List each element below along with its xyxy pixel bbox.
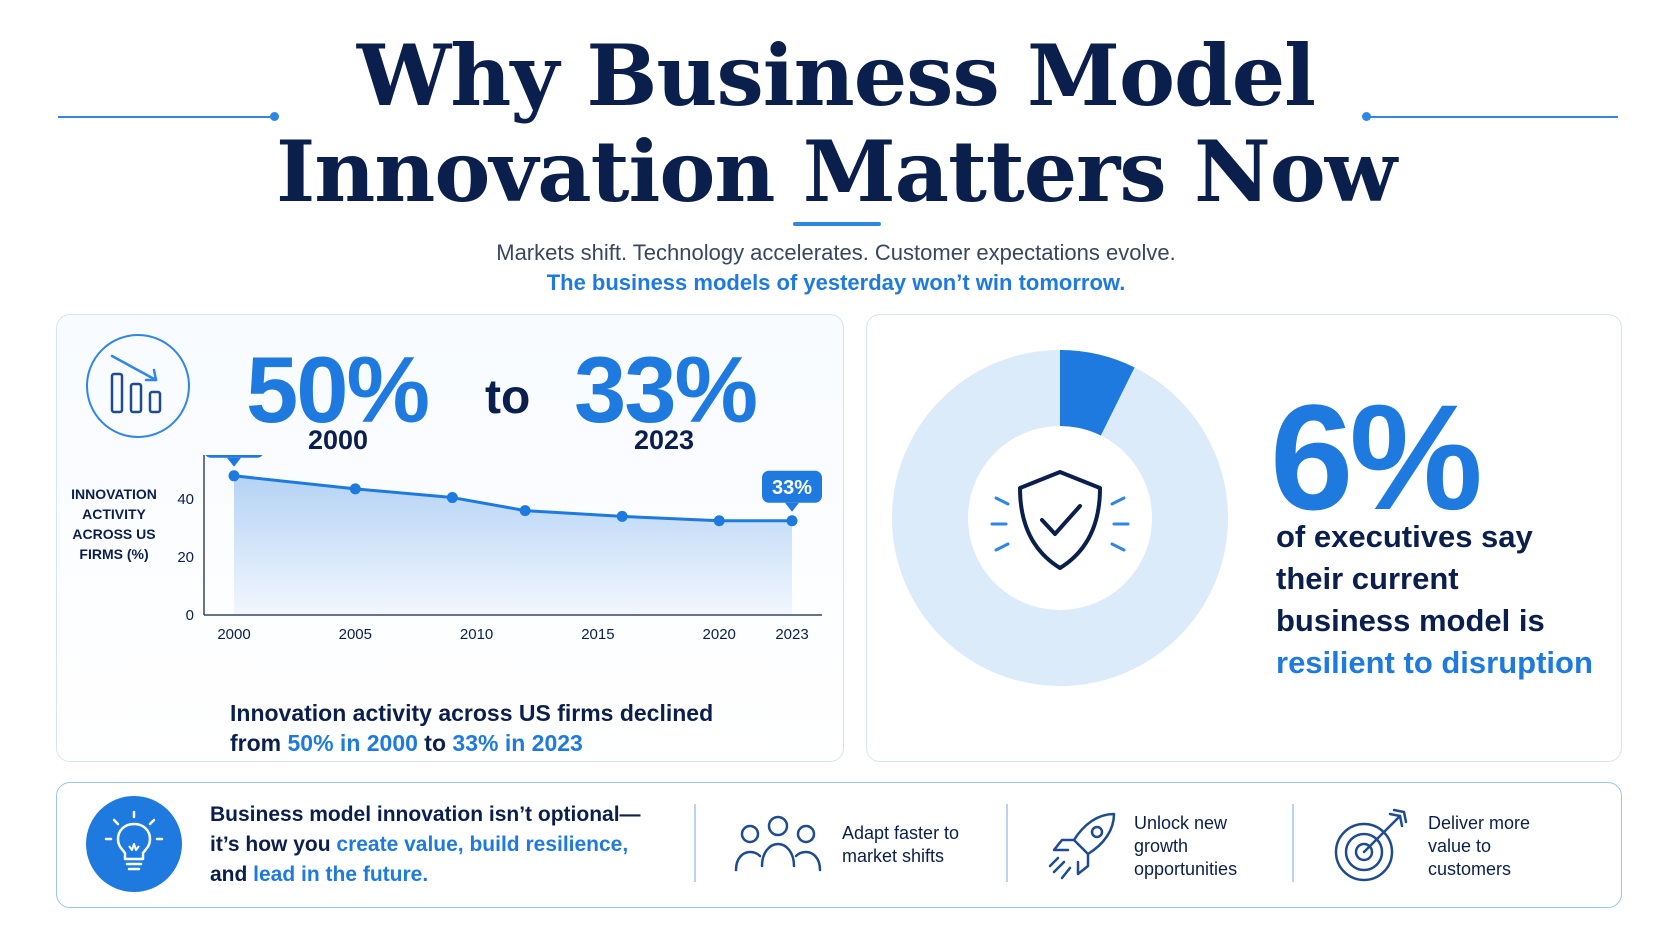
bottom-main-line-1: Business model innovation isn’t optional… (210, 803, 641, 826)
chart-y-tick-40: 40 (177, 491, 194, 508)
executive-stat-line-4: resilient to disruption (1276, 645, 1593, 680)
benefit-deliver-value: Deliver more value to customers (1428, 812, 1530, 881)
chart-caption: Innovation activity across US firms decl… (230, 698, 830, 758)
benefit-unlock-growth: Unlock new growth opportunities (1134, 812, 1237, 881)
chart-y-axis-label: INNOVATION ACTIVITY ACROSS US FIRMS (%) (71, 486, 157, 562)
chart-callout-text-2023: 33% (772, 477, 812, 499)
bottom-main-line-3-highlight: lead in the future. (253, 863, 429, 886)
chart-caption-mid: to (417, 730, 453, 756)
chart-point-2016 (616, 510, 628, 522)
stat-from-year: 2000 (308, 425, 369, 455)
benefit-2-line-2: growth (1134, 836, 1189, 856)
executive-stat-description: of executives say their current business… (1276, 516, 1616, 684)
page-title-line-2: Innovation Matters Now (275, 122, 1397, 221)
innovation-activity-chart: INNOVATION ACTIVITY ACROSS US FIRMS (%) 0 20… (71, 455, 822, 643)
rocket-icon (1048, 812, 1116, 880)
lightbulb-icon (86, 796, 182, 892)
donut-center (968, 426, 1152, 610)
bar-chart-declining-icon (86, 334, 190, 438)
stat-from-value: 50% (246, 337, 430, 442)
title-decoration-right-line (1368, 116, 1618, 118)
executive-stat-line-2: their current (1276, 561, 1459, 596)
chart-point-2012 (519, 505, 531, 517)
chart-x-tick-2023: 2023 (775, 626, 808, 643)
benefit-2-line-1: Unlock new (1134, 813, 1228, 833)
chart-x-tick-2020: 2020 (703, 626, 736, 643)
benefit-adapt-faster: Adapt faster to market shifts (842, 822, 959, 868)
bottom-divider-1 (694, 804, 696, 882)
stat-connector: to (485, 371, 531, 424)
bottom-main-line-3-a: and (210, 863, 254, 886)
tagline: The business models of yesterday won’t w… (546, 270, 1126, 295)
bottom-main-line-2: it’s how you create value, build resilie… (210, 830, 680, 860)
chart-x-tick-labels: 2000 2005 2010 2015 2020 2023 (217, 626, 808, 643)
bottom-main-message: Business model innovation isn’t optional… (210, 800, 680, 890)
chart-caption-highlight-2: 33% in 2023 (452, 730, 583, 756)
bottom-divider-3 (1292, 804, 1294, 882)
benefit-1-line-1: Adapt faster to (842, 823, 960, 843)
chart-caption-highlight-1: 50% in 2000 (287, 730, 418, 756)
stat-to-value: 33% (574, 337, 758, 442)
chart-caption-line-1: Innovation activity across US firms decl… (230, 700, 714, 726)
bottom-main-line-2-highlight: create value, build resilience, (336, 833, 629, 856)
page-title-line-1: Why Business Model (356, 26, 1316, 125)
executive-stat-value: 6% (1270, 373, 1483, 541)
executive-stat-line-1: of executives say (1276, 519, 1533, 554)
title-decoration-right-dot (1362, 112, 1371, 121)
chart-point-2000 (228, 470, 240, 482)
title-decoration-left-line (58, 116, 274, 118)
chart-y-label-line-1: INNOVATION (71, 486, 157, 502)
chart-callout-2023: 33% (762, 470, 822, 512)
chart-data-labels: 50% 33% (205, 455, 822, 512)
bottom-divider-2 (1006, 804, 1008, 882)
chart-y-tick-labels: 0204060 (177, 491, 194, 624)
benefit-3-line-3: customers (1428, 859, 1512, 879)
benefit-3-line-2: value to (1428, 836, 1492, 856)
shield-check-icon (990, 470, 1130, 570)
chart-callout-2000: 50% (205, 455, 263, 467)
bottom-main-line-3: and lead in the future. (210, 860, 680, 890)
stat-to-year: 2023 (634, 425, 695, 455)
chart-data-points (228, 470, 798, 527)
title-decoration-left-dot (270, 112, 279, 121)
chart-y-tick-0: 0 (186, 607, 194, 624)
chart-x-tick-2000: 2000 (217, 626, 250, 643)
benefit-1-line-2: market shifts (842, 846, 945, 866)
chart-point-2005 (349, 483, 361, 495)
donut-slice-6-percent (1060, 350, 1135, 443)
chart-y-tick-20: 20 (177, 549, 194, 566)
resilience-donut-chart (892, 350, 1228, 686)
page-title: Why Business Model Innovation Matters No… (0, 28, 1672, 220)
chart-area-fill (234, 475, 792, 615)
chart-point-2023 (786, 515, 798, 527)
chart-point-2020 (713, 515, 725, 527)
people-group-icon (734, 815, 822, 872)
benefit-2-line-3: opportunities (1134, 859, 1238, 879)
chart-x-tick-2005: 2005 (339, 626, 372, 643)
target-arrow-icon (1334, 808, 1408, 882)
chart-point-2009 (446, 492, 458, 504)
title-underline (793, 222, 881, 226)
chart-x-tick-2010: 2010 (460, 626, 493, 643)
chart-y-label-line-2: ACTIVITY (82, 506, 146, 522)
chart-caption-from: from (230, 730, 288, 756)
chart-caption-line-2: from 50% in 2000 to 33% in 2023 (230, 728, 830, 758)
bottom-main-line-2-a: it’s how you (210, 833, 337, 856)
chart-x-tick-2015: 2015 (581, 626, 614, 643)
benefit-3-line-1: Deliver more (1428, 813, 1531, 833)
chart-y-label-line-4: FIRMS (%) (79, 546, 148, 562)
chart-y-label-line-3: ACROSS US (72, 526, 155, 542)
executive-stat-line-3: business model is (1276, 603, 1545, 638)
subtitle: Markets shift. Technology accelerates. C… (496, 240, 1176, 265)
